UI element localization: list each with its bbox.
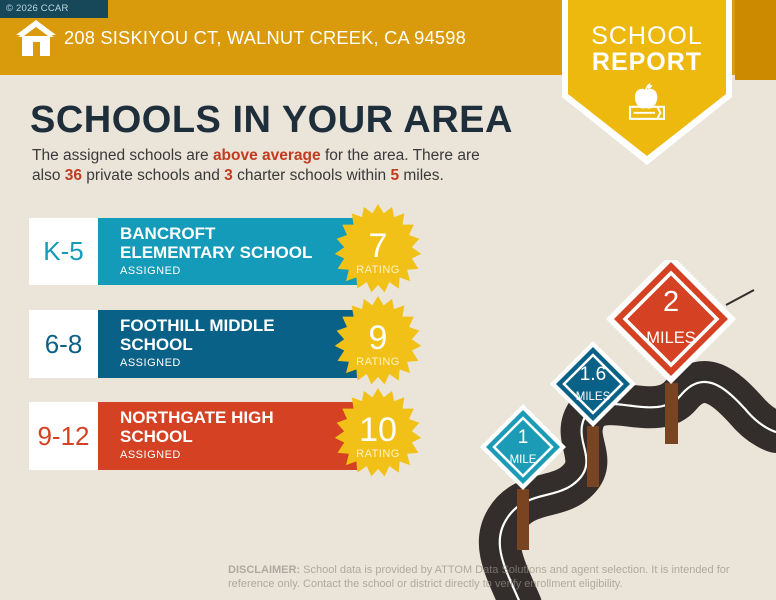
svg-text:MILE: MILE	[510, 454, 537, 466]
svg-text:MILES: MILES	[646, 329, 696, 347]
svg-text:MILES: MILES	[576, 391, 611, 403]
svg-text:1: 1	[518, 427, 529, 448]
svg-text:2: 2	[663, 286, 679, 318]
svg-text:1.6: 1.6	[580, 364, 606, 385]
